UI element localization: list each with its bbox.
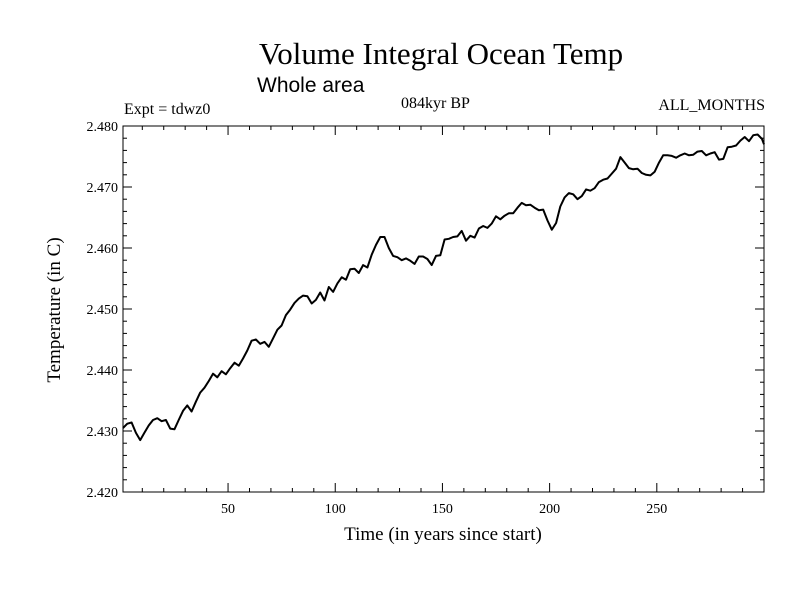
temperature-series-line bbox=[122, 133, 765, 442]
y-tick-label: 2.460 bbox=[87, 242, 119, 257]
x-axis-label: Time (in years since start) bbox=[344, 524, 542, 545]
period-annotation: 084kyr BP bbox=[401, 95, 470, 112]
x-tick-label: 100 bbox=[325, 502, 346, 517]
x-tick-label: 150 bbox=[432, 502, 453, 517]
y-tick-label: 2.440 bbox=[87, 364, 119, 379]
y-tick-label: 2.420 bbox=[87, 486, 119, 501]
y-tick-label: 2.430 bbox=[87, 425, 119, 440]
y-tick-label: 2.470 bbox=[87, 181, 119, 196]
y-tick-label: 2.480 bbox=[87, 120, 119, 135]
x-tick-label: 200 bbox=[539, 502, 560, 517]
x-tick-label: 50 bbox=[221, 502, 235, 517]
plot-frame bbox=[122, 125, 765, 493]
tick-labels: 2.420 2.430 2.440 2.450 2.460 2.470 2.480 50 100… bbox=[87, 120, 668, 517]
months-annotation: ALL_MONTHS bbox=[658, 97, 765, 114]
chart-subtitle: Whole area bbox=[257, 74, 365, 97]
axis-ticks bbox=[123, 125, 764, 493]
y-tick-label: 2.450 bbox=[87, 303, 119, 318]
chart-title: Volume Integral Ocean Temp bbox=[258, 36, 624, 71]
experiment-annotation: Expt = tdwz0 bbox=[124, 101, 211, 118]
x-tick-label: 250 bbox=[646, 502, 667, 517]
